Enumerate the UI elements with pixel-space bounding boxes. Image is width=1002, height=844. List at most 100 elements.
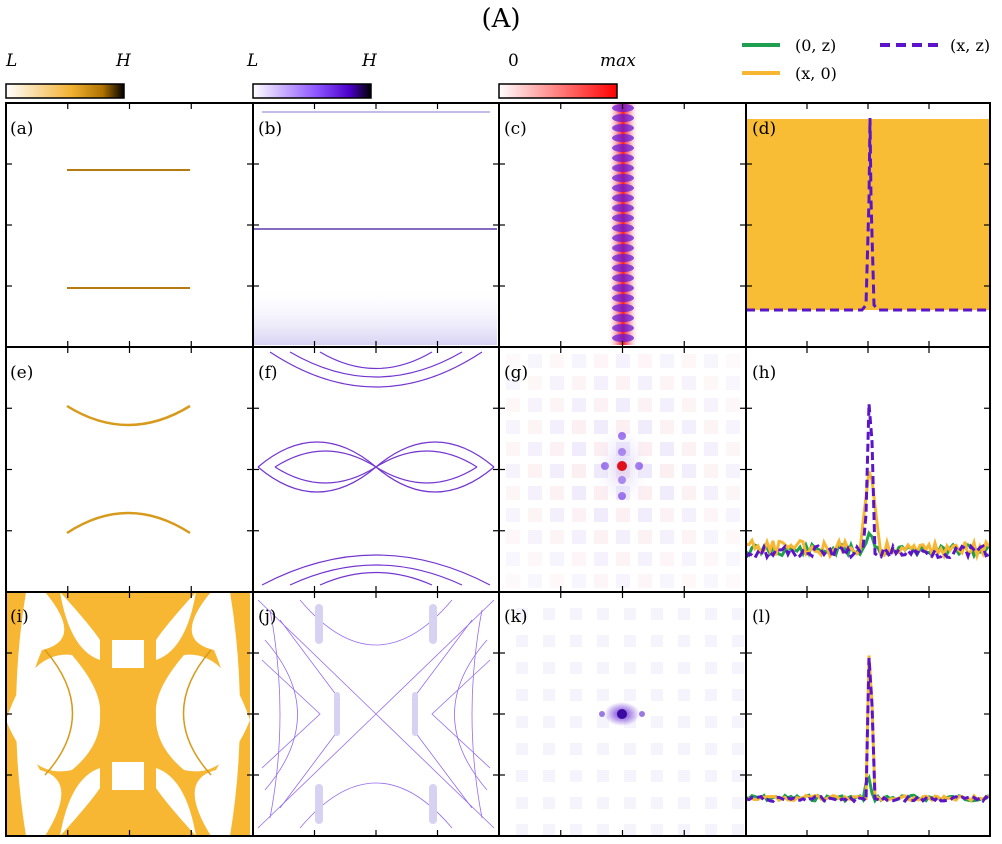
panel-i-void	[191, 592, 240, 836]
panel-g-cell	[682, 442, 696, 456]
panel-g-cell	[616, 354, 630, 368]
panel-g-cell	[594, 552, 608, 566]
panel-k-center-peak	[617, 709, 627, 719]
panel-k-cell	[705, 797, 717, 809]
panel-k-cell	[705, 824, 717, 836]
panel-g-cell	[616, 398, 630, 412]
colorbar-2-low-label: L	[246, 51, 258, 71]
panel-label-k: (k)	[504, 607, 528, 627]
panel-g-cell	[704, 354, 718, 368]
panel-k-cell	[624, 635, 636, 647]
panel-k-cell	[678, 743, 690, 755]
panel-k-cell	[678, 662, 690, 674]
panel-k-cell	[516, 797, 528, 809]
panel-k-cell	[732, 608, 744, 620]
panel-g-cell	[528, 398, 542, 412]
panel-c-dot	[612, 174, 634, 182]
panel-k-cell	[705, 770, 717, 782]
panel-d	[746, 117, 990, 312]
panel-f-curve	[289, 351, 463, 378]
panel-k-cell	[705, 716, 717, 728]
panel-c-dot	[612, 314, 634, 322]
panel-g-cell	[528, 376, 542, 390]
panel-g-center-peak	[617, 461, 627, 471]
panel-label-h: (h)	[752, 363, 776, 383]
panel-k-cell	[678, 797, 690, 809]
panel-g-cell	[726, 486, 740, 500]
panel-g-cell	[726, 398, 740, 412]
panel-i-void	[6, 654, 101, 772]
colorbar-3: 0 max	[498, 51, 636, 99]
panel-g-cell	[660, 486, 674, 500]
tick-marks	[6, 103, 990, 836]
panel-k-cell	[597, 824, 609, 836]
panel-g-cell	[528, 442, 542, 456]
panel-g-cell	[726, 420, 740, 434]
panel-g-cell	[506, 508, 520, 522]
colorbar-3-gradient	[498, 83, 618, 99]
panel-a	[67, 169, 190, 289]
panel-k-cell	[651, 662, 663, 674]
panel-g-cell	[528, 354, 542, 368]
panel-g-cell	[550, 486, 564, 500]
panel-k-cell	[543, 608, 555, 620]
panel-g-cell	[594, 376, 608, 390]
panel-g-cell	[550, 552, 564, 566]
panel-f-curve	[274, 466, 478, 484]
panel-k-cell	[732, 716, 744, 728]
panel-g-cell	[682, 376, 696, 390]
panel-g-cell	[704, 552, 718, 566]
panel-g-cell	[550, 376, 564, 390]
panel-k-cell	[705, 635, 717, 647]
panel-g-cell	[550, 574, 564, 588]
panel-j-blob	[412, 692, 418, 736]
panel-g-cell	[550, 530, 564, 544]
panel-g-cell	[528, 420, 542, 434]
panel-k-cell	[651, 689, 663, 701]
panel-l-series-x0	[745, 655, 990, 803]
panel-g-cell	[682, 574, 696, 588]
colorbar-1-low-label: L	[5, 51, 17, 71]
panel-j-line	[257, 599, 495, 829]
panel-g-cell	[660, 464, 674, 478]
panel-g-cell	[682, 552, 696, 566]
panel-i-void	[60, 768, 100, 836]
colorbar-2-gradient	[252, 83, 372, 99]
panel-k-cell	[678, 689, 690, 701]
panel-j-line	[269, 609, 281, 819]
panel-k-field	[516, 608, 744, 836]
panel-j-blob	[429, 784, 437, 824]
panel-k-cell	[543, 797, 555, 809]
panel-l-series-xz	[745, 657, 990, 804]
panel-k-cell	[624, 662, 636, 674]
panel-k-cell	[678, 770, 690, 782]
panel-g-cell	[594, 354, 608, 368]
panel-h-series-0z	[744, 530, 991, 560]
panel-g	[506, 354, 740, 588]
panel-g-cell	[704, 574, 718, 588]
panel-c-dot	[612, 234, 634, 242]
panel-k-cell	[570, 797, 582, 809]
panel-g-cell	[550, 508, 564, 522]
panel-c-dot	[612, 164, 634, 172]
panel-label-e: (e)	[10, 363, 33, 383]
panel-i-void	[112, 762, 144, 790]
colorbar-1-gradient	[5, 83, 125, 99]
panel-c-dot	[612, 304, 634, 312]
panel-g-cell	[682, 486, 696, 500]
panel-j-line	[471, 609, 483, 819]
panel-g-cell	[638, 552, 652, 566]
panel-g-cell	[528, 530, 542, 544]
panel-c-dot	[612, 284, 634, 292]
panel-c-dot	[612, 254, 634, 262]
panel-f-curve	[274, 450, 478, 468]
panel-g-cell	[506, 552, 520, 566]
panel-g-cell	[660, 442, 674, 456]
panel-label-g: (g)	[504, 363, 528, 383]
panel-f-curve	[257, 441, 495, 468]
panel-k-side-peak	[599, 711, 605, 717]
panel-g-cell	[682, 398, 696, 412]
panel-g-cell	[506, 420, 520, 434]
panel-c	[607, 103, 639, 345]
panel-g-cell	[704, 420, 718, 434]
